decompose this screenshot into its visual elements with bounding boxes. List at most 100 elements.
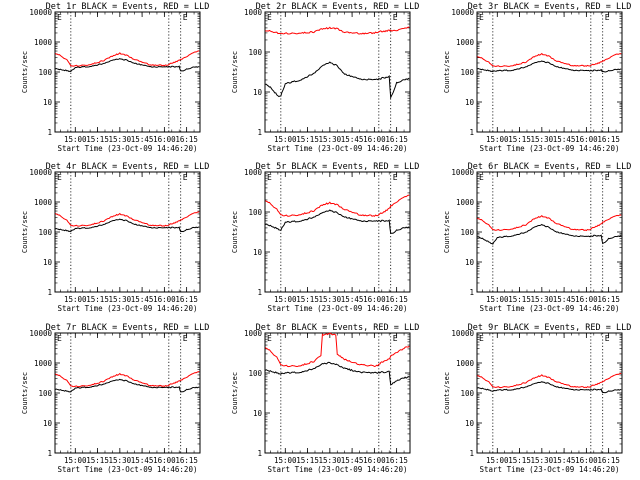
y-tick-label: 1000 <box>456 38 475 47</box>
y-axis-label: Counts/sec <box>443 211 451 253</box>
series-line-events <box>477 60 622 73</box>
panel-title: Det 2r BLACK = Events, RED = LLD <box>256 2 420 12</box>
y-tick-label: 1000 <box>34 198 53 207</box>
corner-mark-right: E <box>605 173 610 182</box>
panel-det-8r: Det 8r BLACK = Events, RED = LLD 1 10 100 10… <box>231 323 419 474</box>
x-tick-label: 15:15 <box>296 456 319 465</box>
series-line-events <box>55 378 200 393</box>
panel-det-4r: Det 4r BLACK = Events, RED = LLD 1 10 100 10… <box>21 162 209 313</box>
panel-title: Det 9r BLACK = Events, RED = LLD <box>468 323 632 333</box>
y-tick-label: 10000 <box>451 8 474 17</box>
corner-mark-left: E <box>57 173 62 182</box>
y-tick-label: 100 <box>38 68 52 77</box>
y-axis-label: Counts/sec <box>21 372 29 414</box>
y-tick-label: 100 <box>248 208 262 217</box>
x-tick-label: 16:15 <box>385 456 408 465</box>
x-tick-label: 15:15 <box>508 295 531 304</box>
x-tick-label: 15:30 <box>531 456 554 465</box>
y-axis-label: Counts/sec <box>443 51 451 93</box>
x-tick-label: 16:00 <box>153 295 176 304</box>
panel-title: Det 6r BLACK = Events, RED = LLD <box>468 162 632 172</box>
x-tick-label: 15:45 <box>553 456 576 465</box>
x-tick-label: 15:15 <box>86 295 109 304</box>
panel-title: Det 4r BLACK = Events, RED = LLD <box>46 162 210 172</box>
y-tick-label: 10 <box>43 419 53 428</box>
series-line-events <box>265 361 410 386</box>
x-tick-label: 16:00 <box>363 456 386 465</box>
x-tick-label: 15:30 <box>531 135 554 144</box>
x-tick-label: 16:00 <box>575 456 598 465</box>
y-tick-label: 10 <box>465 419 475 428</box>
y-tick-label: 1000 <box>244 8 263 17</box>
x-tick-label: 16:00 <box>575 295 598 304</box>
x-tick-label: 15:00 <box>64 456 87 465</box>
series-line-events <box>477 223 622 245</box>
x-tick-label: 15:45 <box>341 456 364 465</box>
y-tick-label: 1000 <box>244 329 263 338</box>
y-tick-label: 10 <box>43 258 53 267</box>
series-line-lld <box>477 52 622 68</box>
y-tick-label: 1 <box>47 449 52 458</box>
x-tick-label: 16:15 <box>597 456 620 465</box>
corner-mark-right: E <box>183 334 188 343</box>
x-tick-label: 15:45 <box>553 295 576 304</box>
y-axis-label: Counts/sec <box>21 211 29 253</box>
x-tick-label: 16:15 <box>175 456 198 465</box>
x-tick-label: 15:30 <box>109 295 132 304</box>
x-tick-label: 15:00 <box>64 135 87 144</box>
x-axis-label: Start Time (23-Oct-09 14:46:20) <box>480 144 620 153</box>
series-line-lld <box>477 372 622 389</box>
corner-mark-left: E <box>267 173 272 182</box>
corner-mark-left: E <box>267 13 272 22</box>
y-tick-label: 10 <box>253 88 263 97</box>
panel-det-3r: Det 3r BLACK = Events, RED = LLD 1 10 100 10… <box>443 2 631 153</box>
series-line-lld <box>264 194 410 217</box>
x-tick-label: 16:00 <box>153 135 176 144</box>
x-tick-label: 16:00 <box>363 295 386 304</box>
x-tick-label: 15:15 <box>508 135 531 144</box>
x-axis-label: Start Time (23-Oct-09 14:46:20) <box>268 304 408 313</box>
y-tick-label: 1 <box>469 128 474 137</box>
y-tick-label: 100 <box>460 68 474 77</box>
corner-mark-right: E <box>605 334 610 343</box>
y-tick-label: 10 <box>253 409 263 418</box>
panel-det-6r: Det 6r BLACK = Events, RED = LLD 1 10 100 10… <box>443 162 631 313</box>
y-tick-label: 1 <box>257 449 262 458</box>
x-tick-label: 15:45 <box>553 135 576 144</box>
y-tick-label: 1000 <box>34 359 53 368</box>
series-line-lld <box>265 26 410 35</box>
x-axis-label: Start Time (23-Oct-09 14:46:20) <box>268 144 408 153</box>
y-tick-label: 10000 <box>451 329 474 338</box>
corner-mark-right: E <box>183 173 188 182</box>
y-tick-label: 1000 <box>244 168 263 177</box>
series-line-lld <box>477 214 622 232</box>
x-tick-label: 15:00 <box>274 295 297 304</box>
x-tick-label: 15:00 <box>274 135 297 144</box>
x-tick-label: 15:30 <box>109 135 132 144</box>
y-tick-label: 1 <box>469 449 474 458</box>
x-tick-label: 15:00 <box>486 135 509 144</box>
y-axis-label: Counts/sec <box>231 372 239 414</box>
y-tick-label: 1 <box>47 128 52 137</box>
y-tick-label: 100 <box>248 48 262 57</box>
series-line-lld <box>55 211 200 227</box>
x-tick-label: 15:30 <box>319 135 342 144</box>
y-axis-label: Counts/sec <box>231 51 239 93</box>
x-tick-label: 15:00 <box>64 295 87 304</box>
panel-det-9r: Det 9r BLACK = Events, RED = LLD 1 10 100 10… <box>443 323 631 474</box>
corner-mark-left: E <box>57 13 62 22</box>
x-tick-label: 16:00 <box>153 456 176 465</box>
x-axis-label: Start Time (23-Oct-09 14:46:20) <box>58 144 198 153</box>
x-tick-label: 15:00 <box>486 295 509 304</box>
x-tick-label: 16:15 <box>385 135 408 144</box>
x-axis-label: Start Time (23-Oct-09 14:46:20) <box>268 465 408 474</box>
x-tick-label: 16:15 <box>175 295 198 304</box>
y-tick-label: 1000 <box>456 198 475 207</box>
y-tick-label: 10 <box>465 258 475 267</box>
series-line-events <box>55 218 200 233</box>
y-tick-label: 1 <box>469 288 474 297</box>
y-tick-label: 10000 <box>29 168 52 177</box>
x-tick-label: 15:00 <box>274 456 297 465</box>
x-tick-label: 15:30 <box>319 456 342 465</box>
